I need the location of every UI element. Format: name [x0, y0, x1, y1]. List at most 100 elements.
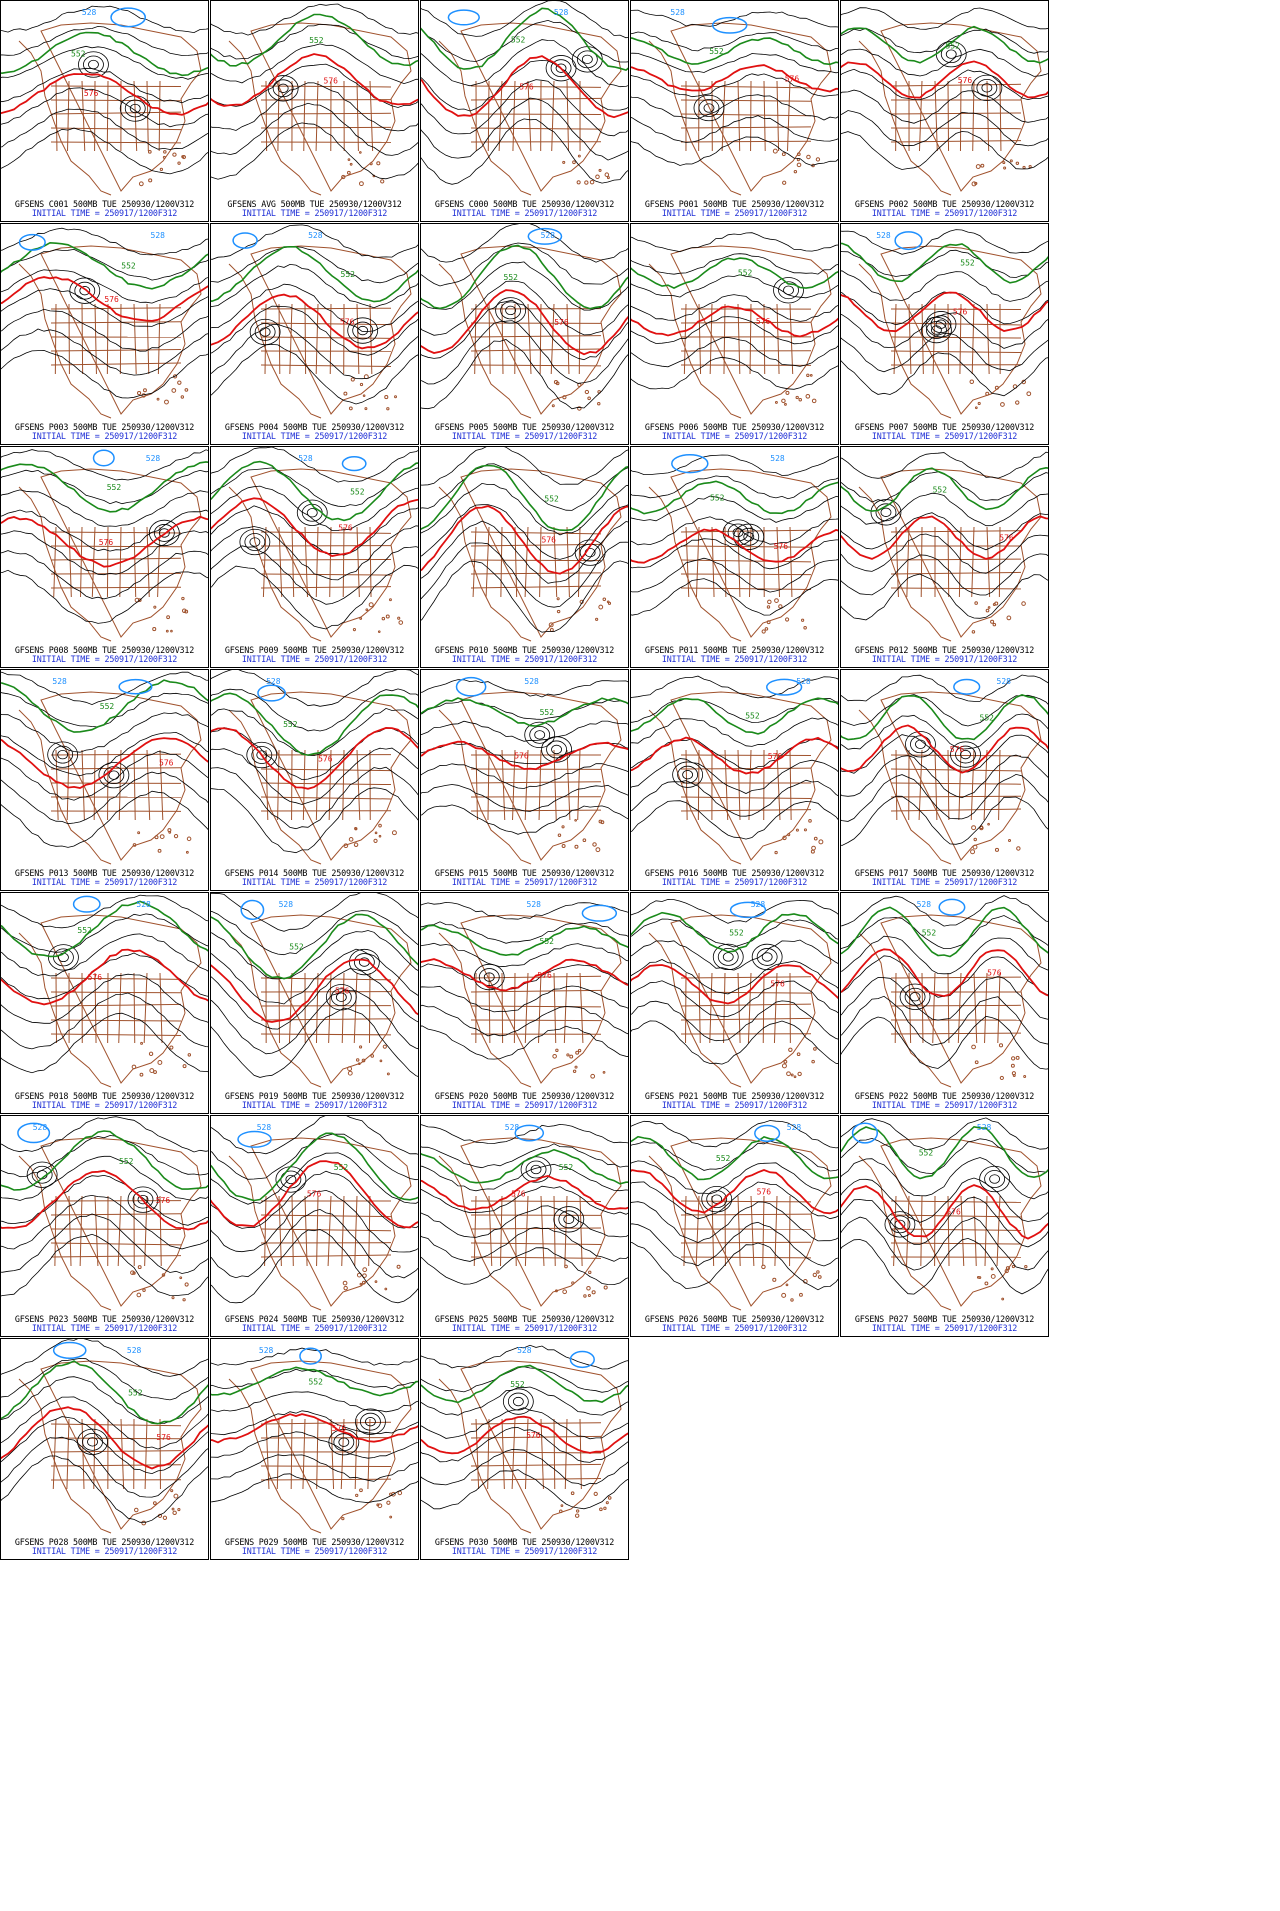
height-contour	[1, 973, 208, 1024]
closed-low-contour	[330, 988, 352, 1007]
state-border	[470, 1478, 602, 1481]
initial-time-caption: INITIAL TIME = 250917/1200F312	[241, 877, 388, 887]
state-border	[472, 526, 477, 598]
island	[1024, 1265, 1028, 1269]
state-border	[93, 749, 96, 821]
ensemble-member-panel[interactable]: 528 552 576 GFSENS P009 500MB TUE 250930/12…	[210, 446, 419, 668]
state-border	[133, 972, 136, 1044]
ensemble-member-panel[interactable]: 552 576 GFSENS P002 500MB TUE 250930/1200V…	[840, 0, 1049, 222]
state-border	[470, 975, 602, 979]
contour-label-576: 576	[987, 969, 1002, 978]
height-contour	[421, 1469, 628, 1510]
closed-low-contour	[530, 1164, 542, 1175]
ensemble-member-panel[interactable]: 528 552 576 GFSENS P019 500MB TUE 250930/12…	[210, 892, 419, 1114]
ensemble-member-panel[interactable]: 528 552 576 GFSENS P030 500MB TUE 250930/12…	[420, 1338, 629, 1560]
island	[803, 626, 807, 630]
contour-label-552: 552	[540, 937, 555, 946]
contour-label-552: 552	[709, 47, 724, 56]
height-contour	[631, 9, 838, 28]
island	[806, 373, 810, 378]
ensemble-member-panel[interactable]: 552 576 GFSENS AVG 500MB TUE 250930/1200V3…	[210, 0, 419, 222]
ensemble-member-panel[interactable]: 528 552 576 GFSENS P017 500MB TUE 250930/12…	[840, 669, 1049, 891]
contour-528	[72, 895, 101, 913]
ensemble-member-panel[interactable]: 528 552 576 GFSENS P028 500MB TUE 250930/12…	[0, 1338, 209, 1560]
contour-label-552: 552	[77, 926, 92, 935]
island	[980, 163, 985, 168]
state-border	[970, 749, 975, 821]
contour-label-576: 576	[756, 317, 771, 326]
ensemble-member-panel[interactable]: 528 552 576 GFSENS P003 500MB TUE 250930/12…	[0, 223, 209, 445]
state-border	[120, 1418, 125, 1490]
ensemble-member-panel[interactable]: 528 552 576 GFSENS P018 500MB TUE 250930/12…	[0, 892, 209, 1114]
ensemble-member-panel[interactable]: 528 552 576 GFSENS P011 500MB TUE 250930/12…	[630, 446, 839, 668]
height-contour	[841, 533, 1048, 574]
ensemble-member-panel[interactable]: 528 552 576 GFSENS C000 500MB TUE 250930/12…	[420, 0, 629, 222]
ensemble-member-panel[interactable]: 528 552 576 GFSENS P007 500MB TUE 250930/12…	[840, 223, 1049, 445]
contour-label-528: 528	[146, 454, 161, 463]
ensemble-member-panel[interactable]: 528 552 576 GFSENS P013 500MB TUE 250930/12…	[0, 669, 209, 891]
ensemble-member-panel[interactable]: 528 552 576 GFSENS P005 500MB TUE 250930/12…	[420, 223, 629, 445]
island	[352, 628, 356, 632]
state-border	[79, 1195, 83, 1267]
ensemble-member-panel[interactable]: 528 552 576 GFSENS P004 500MB TUE 250930/12…	[210, 223, 419, 445]
ensemble-member-panel[interactable]: 528 552 576 GFSENS C001 500MB TUE 250930/12…	[0, 0, 209, 222]
contour-label-528: 528	[527, 900, 542, 909]
island	[131, 1064, 137, 1070]
ensemble-member-panel[interactable]: 528 552 576 GFSENS P008 500MB TUE 250930/12…	[0, 446, 209, 668]
ensemble-member-panel[interactable]: 552 576 GFSENS P012 500MB TUE 250930/1200V…	[840, 446, 1049, 668]
island	[156, 397, 160, 401]
ensemble-member-panel[interactable]: 528 552 576 GFSENS P022 500MB TUE 250930/12…	[840, 892, 1049, 1114]
state-border	[890, 112, 1022, 115]
ensemble-member-panel[interactable]: 528 552 576 GFSENS P001 500MB TUE 250930/12…	[630, 0, 839, 222]
contour-552	[1, 1130, 208, 1191]
height-contour	[1, 1155, 208, 1202]
contour-552	[211, 1366, 418, 1397]
contour-label-528: 528	[82, 8, 97, 17]
height-contour	[1, 550, 208, 600]
state-border	[50, 557, 182, 561]
island	[785, 617, 790, 622]
island	[378, 834, 382, 838]
ensemble-member-panel[interactable]: 528 552 576 GFSENS P016 500MB TUE 250930/12…	[630, 669, 839, 891]
island	[185, 850, 189, 854]
state-border	[918, 80, 923, 152]
height-contour	[1, 469, 208, 505]
state-border	[553, 1418, 556, 1490]
island	[177, 1508, 181, 1512]
state-border	[890, 308, 1022, 311]
ensemble-member-panel[interactable]: 528 552 576 GFSENS P025 500MB TUE 250930/12…	[420, 1115, 629, 1337]
ensemble-member-panel[interactable]: 528 552 576 GFSENS P024 500MB TUE 250930/12…	[210, 1115, 419, 1337]
state-border	[890, 1228, 1022, 1231]
ensemble-member-panel[interactable]: 552 576 GFSENS P006 500MB TUE 250930/1200V…	[630, 223, 839, 445]
island	[990, 1267, 994, 1271]
member-caption: GFSENS P011 500MB TUE 250930/1200V312	[644, 645, 825, 655]
coastline	[648, 468, 832, 642]
closed-low-contour	[348, 948, 380, 976]
ensemble-member-panel[interactable]: 528 552 576 GFSENS P026 500MB TUE 250930/12…	[630, 1115, 839, 1337]
state-border	[158, 80, 161, 152]
closed-low-contour	[148, 519, 180, 547]
geography-layer	[648, 22, 832, 196]
island	[364, 407, 368, 411]
state-border	[50, 307, 182, 310]
height-contour	[1, 1436, 208, 1498]
contour-576	[631, 305, 838, 338]
island	[587, 1293, 591, 1298]
state-border	[302, 749, 306, 821]
island	[1009, 159, 1013, 163]
ensemble-member-panel[interactable]: 528 552 576 GFSENS P029 500MB TUE 250930/12…	[210, 1338, 419, 1560]
ensemble-member-panel[interactable]: 528 552 576 GFSENS P023 500MB TUE 250930/12…	[0, 1115, 209, 1337]
height-contour	[421, 1427, 628, 1463]
contour-528	[894, 231, 923, 251]
ensemble-member-panel[interactable]: 528 552 576 GFSENS P027 500MB TUE 250930/12…	[840, 1115, 1049, 1337]
island	[394, 395, 397, 399]
ensemble-member-panel[interactable]: 528 552 576 GFSENS P015 500MB TUE 250930/12…	[420, 669, 629, 891]
contour-576	[211, 53, 418, 107]
state-border	[789, 303, 794, 375]
closed-low-contour	[53, 948, 74, 967]
ensemble-member-panel[interactable]: 528 552 576 GFSENS P014 500MB TUE 250930/12…	[210, 669, 419, 891]
ensemble-member-panel[interactable]: 552 576 GFSENS P010 500MB TUE 250930/1200V…	[420, 446, 629, 668]
island	[181, 154, 187, 160]
ensemble-member-panel[interactable]: 528 552 576 GFSENS P020 500MB TUE 250930/12…	[420, 892, 629, 1114]
ensemble-member-panel[interactable]: 528 552 576 GFSENS P021 500MB TUE 250930/12…	[630, 892, 839, 1114]
